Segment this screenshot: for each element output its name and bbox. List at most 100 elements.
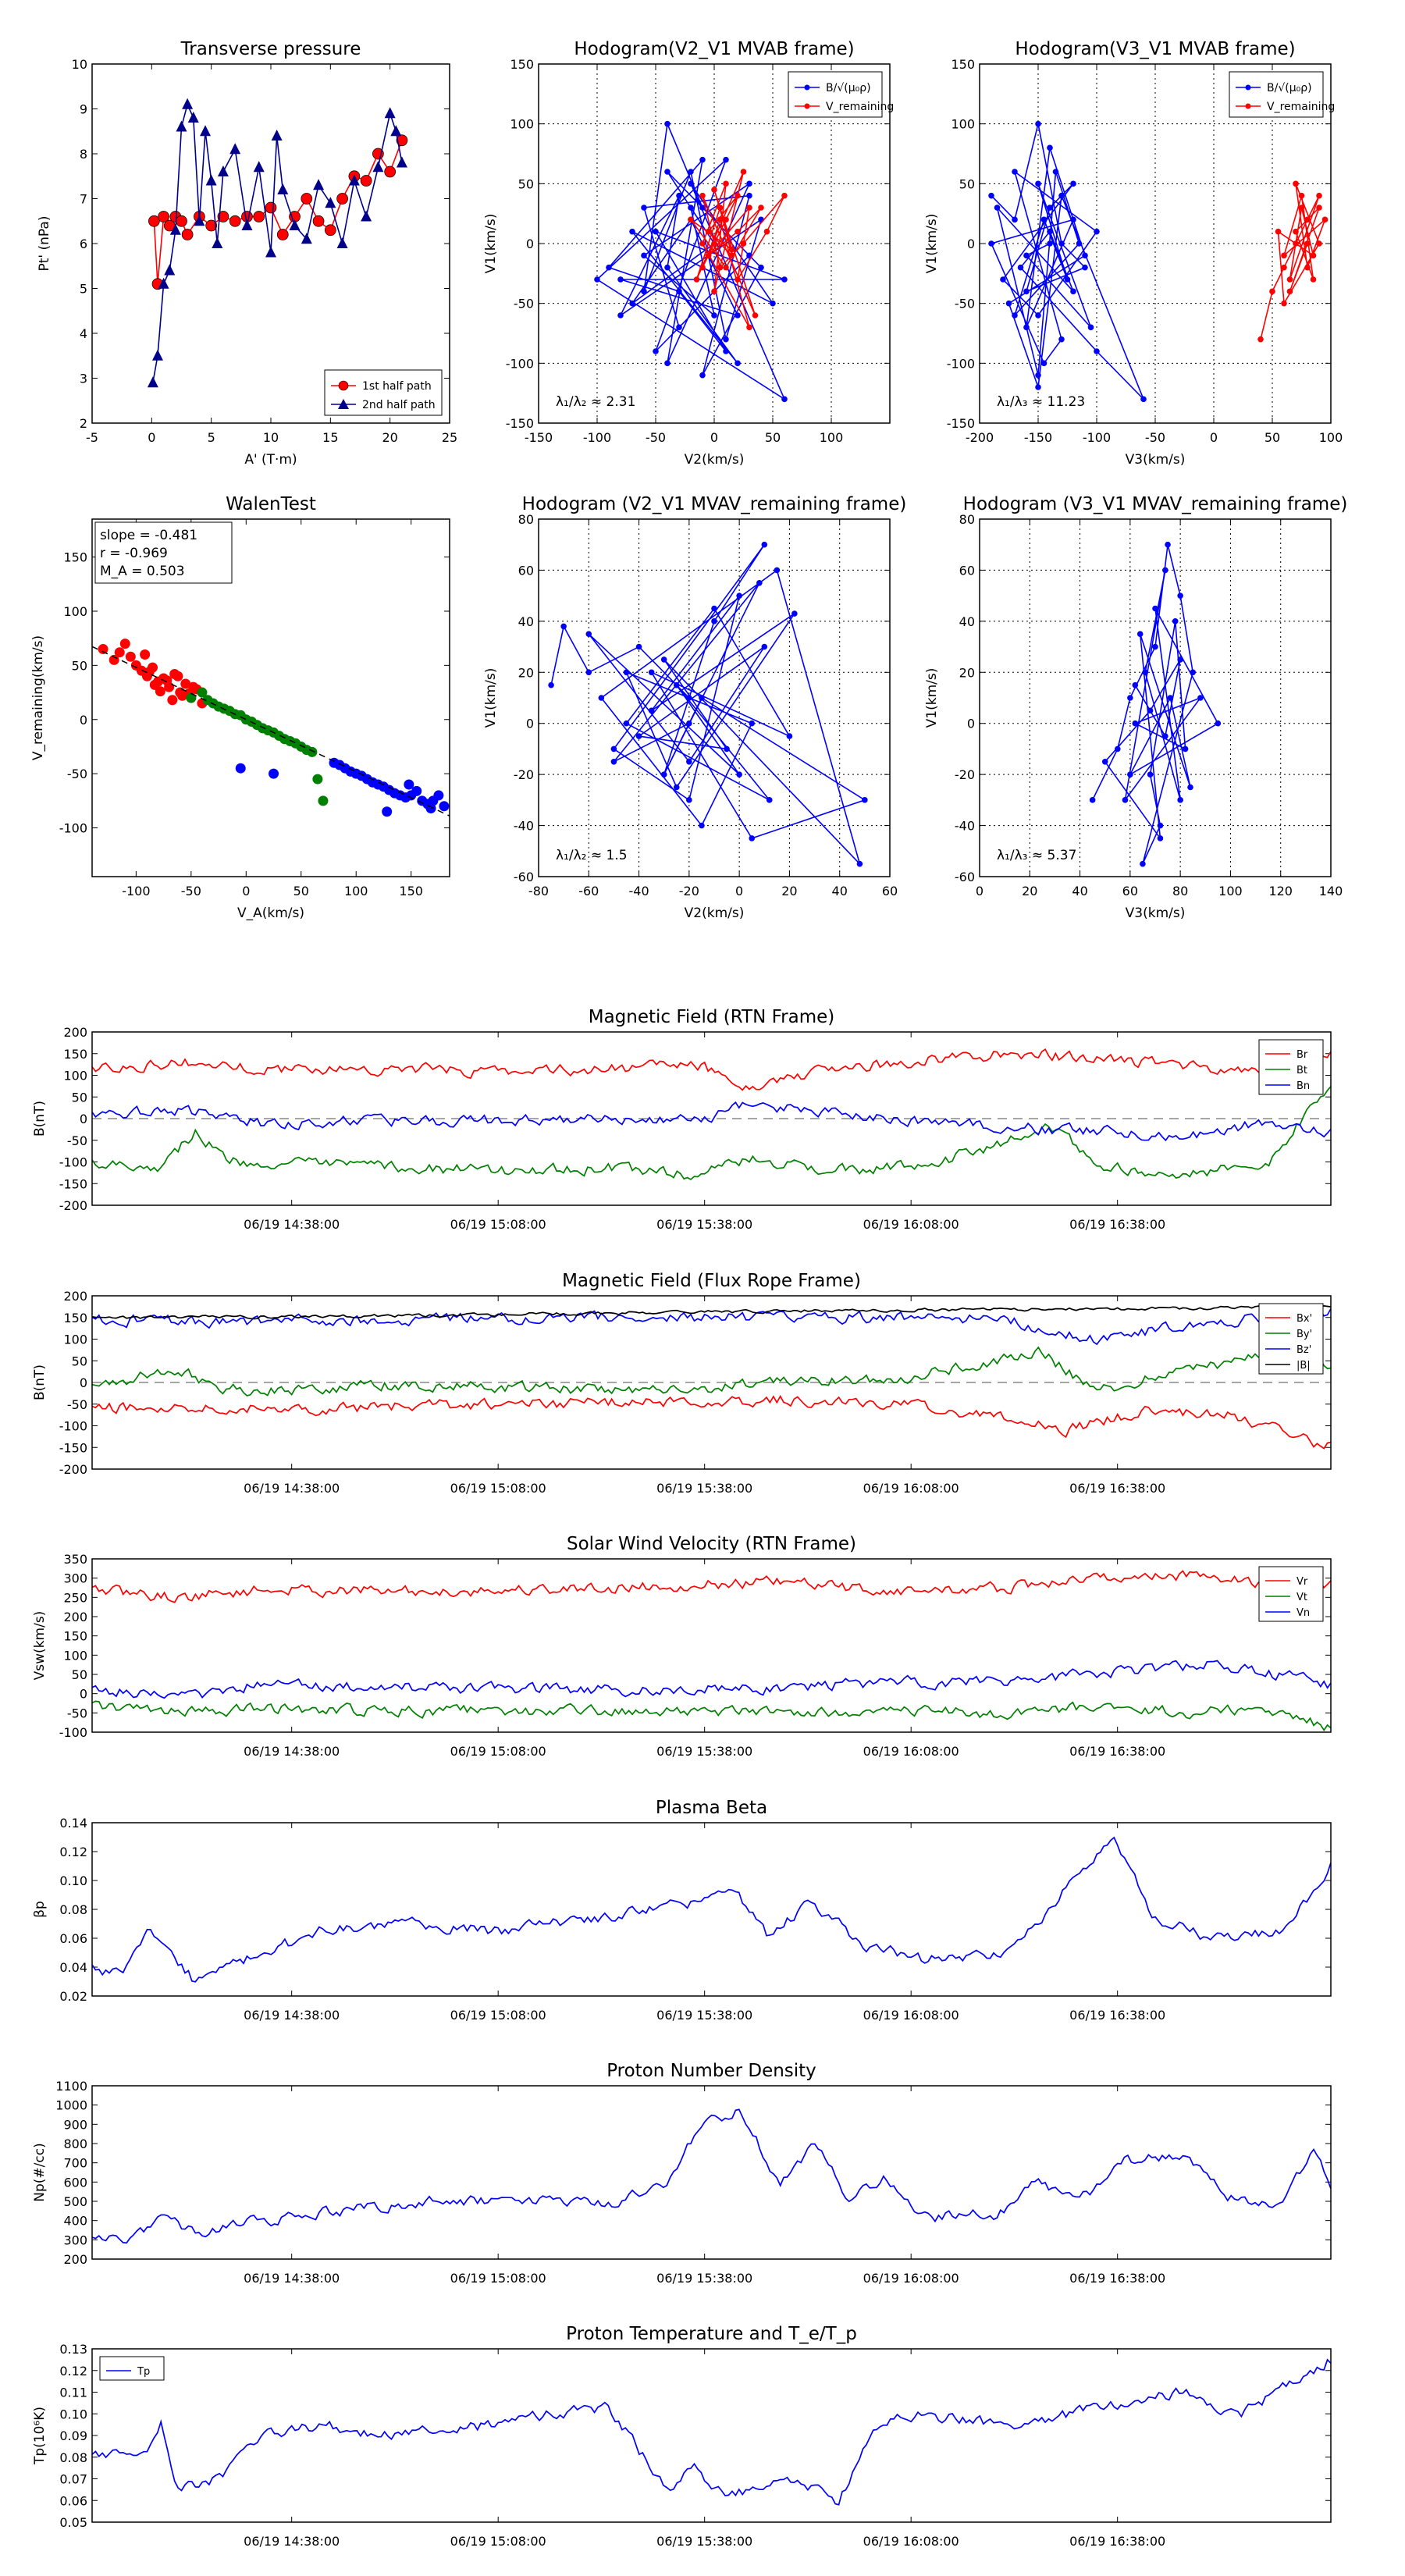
series-line-Vr: [92, 1570, 1331, 1603]
plot-area: [548, 541, 868, 867]
data-point: [711, 312, 717, 318]
data-point: [212, 237, 223, 248]
x-tick-label: 5: [208, 430, 215, 445]
x-tick-label: 0: [148, 430, 155, 445]
data-point: [114, 647, 125, 658]
data-point: [699, 264, 706, 271]
legend-box: [1258, 1566, 1324, 1622]
y-tick-label: 300: [63, 2233, 87, 2247]
data-point: [1101, 758, 1108, 765]
data-point: [200, 125, 212, 137]
data-point: [686, 797, 692, 803]
plot-border: [91, 63, 450, 424]
data-point: [1197, 695, 1204, 701]
data-point: [1089, 797, 1096, 803]
data-point: [1017, 264, 1024, 271]
y-tick-label: 200: [63, 2252, 87, 2267]
data-point: [1162, 567, 1168, 574]
x-tick-label: 0: [735, 884, 743, 898]
y-tick-label: 0.06: [59, 1931, 87, 1946]
plot-area: [147, 98, 408, 388]
data-point: [312, 774, 323, 785]
data-point: [686, 758, 692, 765]
y-tick-label: -60: [955, 870, 975, 884]
y-tick-label: 100: [510, 117, 534, 132]
data-point: [213, 701, 224, 712]
x-tick-label: 15: [322, 430, 338, 445]
legend-box: [1229, 71, 1324, 118]
chart-beta: Plasma Beta 0.02 0.04 0.06 0.08 0.10 0.12 0.14 0…: [32, 1798, 1332, 2023]
data-point: [723, 348, 729, 354]
x-tick-label: 06/19 15:38:00: [656, 1217, 752, 1232]
data-point: [664, 120, 670, 127]
chart-title: Magnetic Field (Flux Rope Frame): [562, 1271, 861, 1291]
data-point: [606, 264, 612, 271]
x-tick-label: 20: [781, 884, 797, 898]
x-tick-label: 60: [882, 884, 898, 898]
data-point: [763, 228, 770, 235]
data-point: [676, 288, 682, 295]
x-axis-label: V_A(km/s): [237, 906, 304, 921]
y-tick-label: -50: [67, 767, 87, 781]
y-tick-label: -100: [59, 1155, 87, 1170]
x-axis-label: A' (T·m): [244, 452, 297, 468]
data-point: [653, 228, 659, 235]
legend-label: Br: [1297, 1049, 1308, 1061]
legend-label: V_remaining: [1267, 101, 1335, 113]
series-line-Bt: [92, 1086, 1331, 1180]
x-tick-label: 06/19 16:08:00: [863, 1481, 959, 1496]
x-tick-label: 60: [1122, 884, 1138, 898]
y-tick-label: -50: [67, 1706, 87, 1720]
data-point: [1087, 324, 1094, 331]
x-tick-label: 40: [832, 884, 848, 898]
data-point: [1304, 240, 1311, 247]
x-tick-label: -50: [181, 884, 201, 898]
data-point: [235, 763, 246, 774]
data-point: [758, 205, 764, 211]
plot-area: [92, 2108, 1331, 2244]
x-tick-label: -80: [528, 884, 549, 898]
data-point: [1286, 276, 1293, 283]
legend-label: Vt: [1297, 1592, 1307, 1603]
data-point: [1316, 205, 1322, 211]
data-point: [1040, 360, 1048, 367]
plot-area: [594, 120, 788, 403]
y-tick-label: 0.07: [59, 2472, 87, 2487]
data-point: [735, 192, 741, 199]
y-tick-label: 500: [63, 2194, 87, 2209]
plot-area: [92, 1836, 1331, 1983]
y-tick-label: 100: [951, 117, 975, 132]
data-point: [241, 219, 253, 230]
y-tick-label: 0.06: [59, 2493, 87, 2508]
y-tick-label: 3: [80, 372, 87, 386]
plot-border: [979, 518, 1332, 877]
data-point: [735, 228, 741, 235]
chart-temp: Proton Temperature and T_e/T_p 0.05 0.06 0.…: [32, 2324, 1332, 2549]
legend-label: Vr: [1297, 1576, 1308, 1588]
data-point: [699, 240, 706, 247]
y-tick-label: 900: [63, 2117, 87, 2132]
data-point: [187, 112, 199, 123]
y-tick-label: 40: [959, 614, 975, 629]
eigenvalue-ratio: λ₁/λ₂ ≈ 1.5: [556, 848, 628, 863]
data-point: [1215, 720, 1222, 727]
x-tick-label: 06/19 15:08:00: [450, 1744, 546, 1759]
series-line-Bn: [92, 1101, 1331, 1142]
y-tick-label: 10: [72, 57, 87, 72]
x-tick-label: 06/19 14:38:00: [244, 2008, 340, 2023]
data-point: [761, 541, 768, 548]
data-point: [148, 215, 160, 227]
data-point: [676, 192, 682, 199]
x-tick-label: 20: [1022, 884, 1037, 898]
y-tick-label: 50: [959, 176, 975, 191]
data-point: [1070, 180, 1076, 187]
y-tick-label: 50: [72, 1667, 87, 1682]
plot-area: [988, 120, 1329, 403]
data-point: [610, 758, 617, 765]
data-point: [1040, 216, 1048, 223]
data-point: [1147, 707, 1154, 714]
data-point: [182, 98, 194, 109]
data-point: [686, 695, 692, 701]
y-tick-label: 0.08: [59, 2450, 87, 2465]
data-point: [197, 687, 208, 698]
